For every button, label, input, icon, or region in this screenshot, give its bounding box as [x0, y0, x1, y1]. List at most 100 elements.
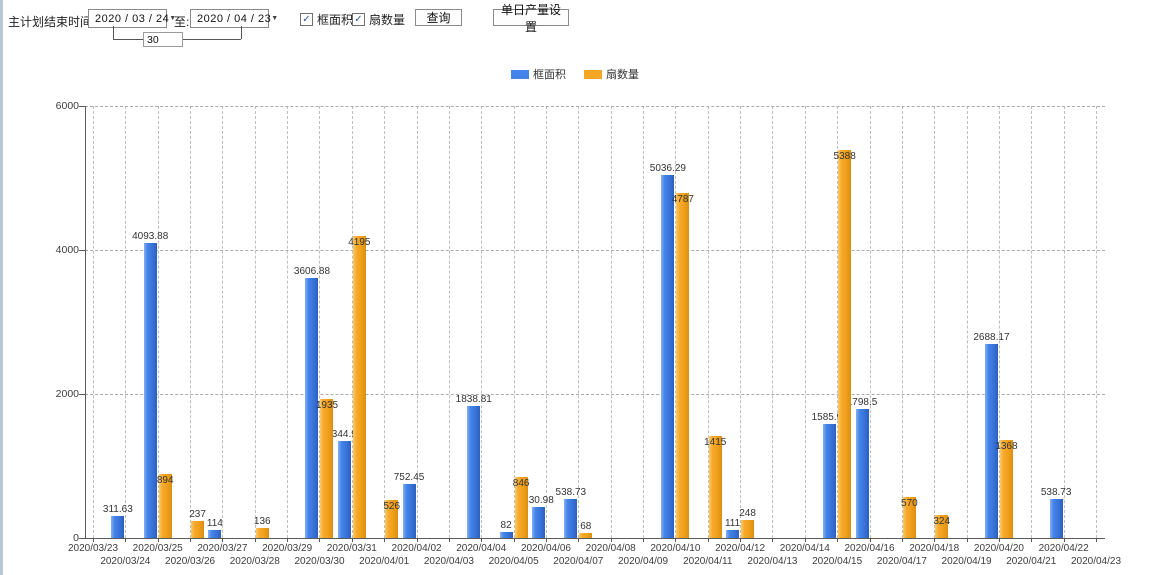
- bar-fan-count: [255, 528, 269, 538]
- bar-value-label: 1585.96: [811, 411, 848, 423]
- x-tick-mark: [1096, 538, 1097, 542]
- bar-value-label: 752.45: [393, 471, 425, 483]
- date-to-picker[interactable]: 2020 / 04 / 23 ▼: [190, 9, 278, 28]
- bar-frame-area: [823, 423, 837, 538]
- bar-frame-area: [726, 530, 740, 538]
- gridline-vertical: [837, 106, 839, 538]
- bar-value-label: 248: [739, 508, 756, 520]
- frame-area-checkbox[interactable]: ✓ 框面积: [300, 11, 353, 28]
- x-tick-mark: [998, 538, 1000, 542]
- bar-frame-area: [564, 499, 578, 538]
- span-days-input[interactable]: 30: [143, 32, 183, 47]
- legend-item-fan-count: 扇数量: [584, 66, 639, 82]
- bar-fan-count: [191, 520, 205, 538]
- bar-value-label: 4093.88: [132, 231, 169, 243]
- bar-fan-count: [741, 520, 755, 538]
- bar-value-label: 1344.95: [326, 429, 363, 441]
- bar-fan-count: [676, 193, 690, 538]
- legend-frame-area-label: 框面积: [533, 69, 566, 81]
- gridline-vertical: [545, 106, 547, 538]
- bar-fan-count: [352, 235, 366, 538]
- bar-fan-count: [935, 514, 949, 538]
- x-tick-mark: [934, 538, 936, 542]
- bar-frame-area: [855, 408, 869, 538]
- bar-value-label: 324: [933, 515, 951, 527]
- window-edge: [0, 0, 3, 575]
- x-tick-mark: [125, 538, 127, 542]
- gridline-vertical: [287, 106, 289, 538]
- x-tick-label: 2020/03/24: [100, 556, 151, 567]
- x-tick-label: 2020/04/19: [941, 556, 992, 567]
- to-label: 至:: [174, 15, 190, 29]
- x-tick-mark: [448, 538, 450, 542]
- x-tick-mark: [513, 538, 515, 542]
- y-tick-label: 2000: [55, 388, 79, 400]
- bar-value-label: 82: [500, 520, 512, 532]
- y-tick-mark: [79, 538, 85, 539]
- gridline-vertical: [93, 106, 94, 538]
- x-tick-label: 2020/03/31: [326, 543, 377, 554]
- bar-value-label: 136: [253, 516, 271, 528]
- chevron-down-icon[interactable]: ▼: [169, 15, 177, 22]
- chevron-down-icon[interactable]: ▼: [271, 15, 279, 22]
- gridline-vertical: [416, 106, 418, 538]
- bar-fan-count: [514, 477, 528, 538]
- bar-frame-area: [499, 532, 513, 538]
- x-tick-label: 2020/04/06: [520, 543, 571, 554]
- gridline-vertical: [125, 106, 127, 538]
- legend-item-frame-area: 框面积: [511, 66, 566, 82]
- bar-value-label: 2688.17: [973, 332, 1010, 344]
- x-tick-mark: [93, 538, 94, 542]
- gridline-vertical: [513, 106, 515, 538]
- bar-value-label: 1838.81: [455, 393, 492, 405]
- x-tick-label: 2020/04/04: [456, 543, 507, 554]
- x-tick-mark: [190, 538, 192, 542]
- bar-frame-area: [305, 278, 319, 538]
- fan-count-checkbox[interactable]: ✓ 扇数量: [352, 11, 405, 28]
- connector-line: [181, 39, 241, 40]
- bar-value-label: 68: [580, 521, 592, 533]
- x-tick-label: 2020/04/16: [844, 543, 895, 554]
- bar-frame-area: [661, 175, 675, 538]
- gridline-vertical: [998, 106, 1000, 538]
- legend-fan-count-swatch: [584, 69, 602, 79]
- x-tick-label: 2020/04/22: [1038, 543, 1089, 554]
- bar-value-label: 5388: [833, 151, 856, 163]
- x-tick-label: 2020/04/15: [812, 556, 863, 567]
- bar-value-label: 4787: [671, 194, 694, 206]
- x-tick-mark: [157, 538, 159, 542]
- connector-line: [113, 26, 114, 39]
- gridline-horizontal: [85, 394, 1105, 395]
- bar-fan-count: [708, 436, 722, 538]
- y-tick-mark: [79, 394, 85, 395]
- x-tick-mark: [804, 538, 806, 542]
- bar-value-label: 894: [156, 474, 174, 486]
- check-icon: ✓: [352, 13, 365, 26]
- query-button[interactable]: 查询: [415, 9, 462, 26]
- x-tick-label: 2020/04/20: [973, 543, 1024, 554]
- date-from-value: 2020 / 03 / 24: [95, 12, 170, 25]
- x-tick-mark: [707, 538, 709, 542]
- x-tick-mark: [545, 538, 547, 542]
- bar-value-label: 526: [383, 501, 401, 513]
- y-tick-label: 0: [73, 532, 79, 544]
- x-tick-label: 2020/04/11: [683, 556, 733, 567]
- gridline-vertical: [1031, 106, 1033, 538]
- x-tick-mark: [384, 538, 386, 542]
- y-axis-line: [85, 106, 86, 538]
- bar-value-label: 538.73: [555, 487, 587, 499]
- chart-legend: 框面积 扇数量: [0, 66, 1150, 82]
- bar-value-label: 114: [206, 517, 223, 529]
- gridline-vertical: [610, 106, 612, 538]
- gridline-horizontal: [85, 250, 1105, 251]
- bar-frame-area: [143, 243, 157, 538]
- x-tick-label: 2020/04/14: [779, 543, 830, 554]
- bar-fan-count: [385, 500, 399, 538]
- date-from-picker[interactable]: 2020 / 03 / 24 ▼: [88, 9, 176, 28]
- x-tick-label: 2020/04/12: [715, 543, 766, 554]
- connector-line: [241, 26, 242, 39]
- x-tick-mark: [351, 538, 353, 542]
- gridline-vertical: [675, 106, 677, 538]
- x-tick-mark: [740, 538, 742, 542]
